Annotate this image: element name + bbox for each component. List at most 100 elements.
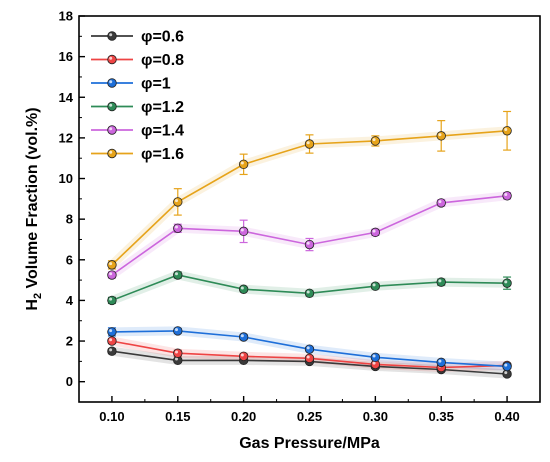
x-tick-label: 0.40 — [494, 409, 519, 424]
data-point — [107, 336, 117, 346]
data-point — [436, 357, 446, 368]
legend-label: φ=1.6 — [141, 146, 184, 163]
series-group — [107, 191, 512, 280]
y-tick-label: 18 — [59, 9, 73, 24]
y-axis-title: H2 Volume Fraction (vol.%) — [24, 107, 44, 310]
series-group — [107, 326, 512, 372]
data-point-highlight — [109, 348, 113, 352]
y-tick-label: 0 — [66, 374, 73, 389]
data-point-highlight — [372, 354, 376, 358]
legend-marker — [107, 125, 117, 135]
data-point-highlight — [240, 228, 244, 232]
data-point-highlight — [438, 279, 442, 283]
legend-marker — [107, 31, 117, 41]
x-axis: 0.10 0.15 0.20 0.25 0.30 0.35 0.40 — [99, 396, 520, 424]
legend-marker-highlight — [109, 56, 113, 60]
x-tick-label: 0.35 — [429, 409, 454, 424]
data-point — [502, 126, 512, 136]
data-point-highlight — [438, 200, 442, 204]
data-point — [238, 351, 249, 361]
data-point-highlight — [306, 290, 310, 294]
series-group — [107, 270, 512, 306]
data-point — [370, 227, 381, 238]
x-tick-label: 0.15 — [165, 409, 190, 424]
data-point — [304, 239, 315, 250]
x-tick-label: 0.25 — [297, 409, 322, 424]
legend-label: φ=0.6 — [141, 29, 184, 46]
data-point — [238, 159, 249, 170]
data-point-highlight — [306, 346, 310, 350]
data-point — [436, 198, 446, 208]
data-point — [304, 288, 315, 299]
y-axis-title-rest: Volume Fraction (vol.%) — [24, 107, 41, 293]
legend-marker-highlight — [109, 103, 113, 107]
data-point-highlight — [174, 350, 178, 354]
series-group — [107, 336, 512, 373]
data-point-highlight — [240, 334, 244, 338]
y-tick-label: 6 — [66, 252, 73, 267]
data-point-highlight — [372, 361, 376, 365]
y-axis: 0 2 4 6 8 10 12 14 16 18 — [59, 9, 85, 389]
y-axis-title-subscript: 2 — [32, 293, 44, 299]
data-point — [107, 295, 117, 306]
legend: φ=0.6 φ=0.8 φ=1 φ=1.2 φ=1.4 φ=1.6 — [91, 29, 184, 163]
data-point-highlight — [109, 329, 113, 333]
y-tick-label: 4 — [66, 293, 74, 308]
data-point — [173, 223, 183, 234]
legend-marker-highlight — [109, 33, 113, 37]
legend-marker — [107, 54, 117, 65]
y-tick-label: 2 — [66, 334, 73, 349]
data-point-highlight — [240, 353, 244, 357]
data-point — [370, 352, 381, 363]
data-point-highlight — [504, 363, 508, 367]
data-point-highlight — [174, 225, 178, 229]
data-point-highlight — [438, 133, 442, 137]
data-point — [304, 139, 315, 149]
data-point-highlight — [240, 286, 244, 290]
legend-marker-highlight — [109, 150, 113, 154]
x-tick-label: 0.10 — [99, 409, 124, 424]
data-point — [238, 284, 249, 294]
data-point-highlight — [240, 161, 244, 165]
data-point — [173, 270, 183, 280]
data-point-highlight — [306, 241, 310, 245]
data-point-highlight — [372, 283, 376, 287]
data-point — [107, 260, 117, 270]
data-point-highlight — [174, 328, 178, 332]
data-point-highlight — [504, 127, 508, 131]
legend-marker — [107, 78, 117, 88]
series-layer — [107, 110, 512, 379]
data-point-highlight — [109, 338, 113, 342]
series-glow-layer — [107, 126, 512, 379]
data-point-highlight — [372, 138, 376, 142]
data-point-highlight — [504, 371, 508, 375]
data-point-highlight — [174, 272, 178, 276]
legend-marker-highlight — [109, 80, 113, 84]
data-point — [502, 191, 512, 201]
y-tick-label: 16 — [59, 49, 73, 64]
data-point-highlight — [504, 280, 508, 284]
legend-marker — [107, 101, 117, 112]
data-point — [107, 346, 117, 356]
data-point — [173, 326, 183, 336]
x-tick-label: 0.20 — [231, 409, 256, 424]
data-point-highlight — [504, 192, 508, 196]
data-point — [107, 270, 117, 280]
legend-marker-highlight — [109, 127, 113, 131]
legend-label: φ=1 — [141, 76, 171, 93]
data-point-highlight — [174, 357, 178, 361]
data-point-highlight — [306, 141, 310, 145]
data-point-highlight — [109, 262, 113, 266]
y-tick-label: 12 — [59, 130, 73, 145]
data-point — [304, 344, 315, 354]
data-point-highlight — [109, 297, 113, 301]
data-point-highlight — [438, 359, 442, 363]
data-point-highlight — [306, 355, 310, 359]
legend-label: φ=1.2 — [141, 99, 184, 116]
x-tick-label: 0.30 — [363, 409, 388, 424]
data-point — [173, 348, 183, 358]
x-axis-title: Gas Pressure/MPa — [239, 435, 380, 452]
data-point — [107, 327, 117, 337]
y-tick-label: 14 — [59, 90, 74, 105]
